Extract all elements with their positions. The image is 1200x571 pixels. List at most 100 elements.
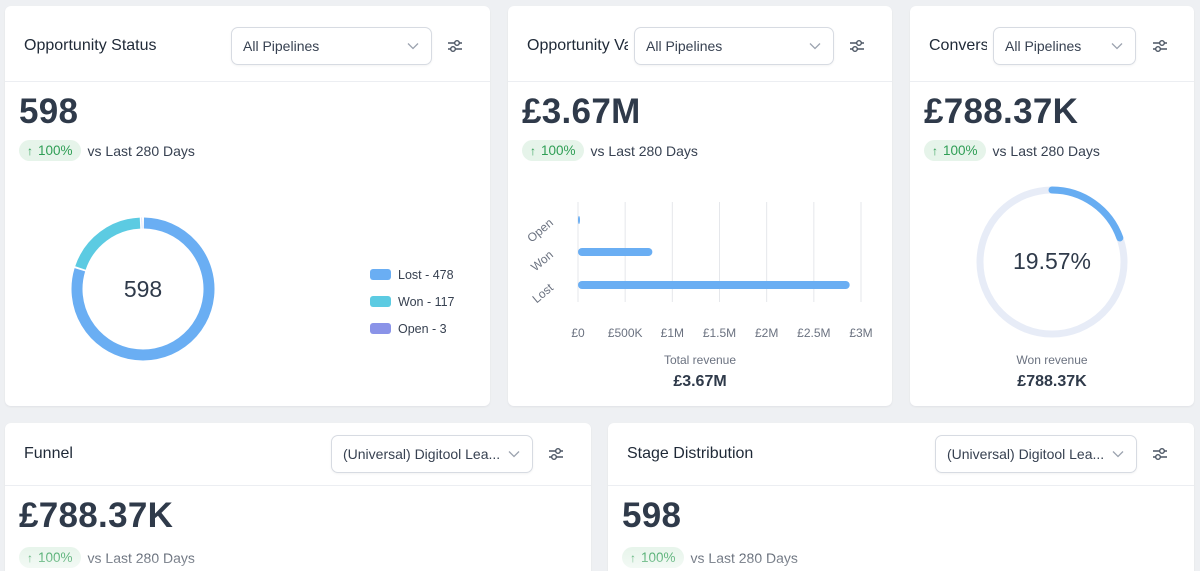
pipeline-select-value: All Pipelines bbox=[1005, 38, 1082, 54]
donut-legend: Lost - 478 Won - 117 Open - 3 bbox=[370, 261, 455, 342]
card-title: Conversion bbox=[929, 37, 987, 54]
change-badge: ↑ 100% bbox=[522, 140, 584, 161]
card-header: Opportunity Value All Pipelines bbox=[508, 6, 892, 82]
pipeline-select-value: (Universal) Digitool Lea... bbox=[947, 446, 1105, 462]
card-header: Opportunity Status All Pipelines bbox=[5, 6, 490, 82]
bar-lost[interactable] bbox=[578, 281, 850, 289]
chevron-down-icon bbox=[1106, 450, 1130, 458]
arrow-up-icon: ↑ bbox=[27, 143, 33, 158]
x-tick-label: £1M bbox=[661, 326, 684, 340]
kpi-value: 598 bbox=[19, 92, 79, 131]
comparison-period: vs Last 280 Days bbox=[87, 549, 195, 566]
legend-label: Won - 117 bbox=[398, 294, 455, 309]
chart-total: £3.67M bbox=[673, 373, 727, 390]
comparison-period: vs Last 280 Days bbox=[992, 142, 1100, 159]
filter-settings-icon[interactable] bbox=[846, 35, 868, 57]
change-value: 100% bbox=[943, 143, 978, 158]
arrow-up-icon: ↑ bbox=[27, 550, 33, 565]
y-tick-label: Open bbox=[524, 216, 555, 246]
pipeline-select[interactable]: (Universal) Digitool Lea... bbox=[331, 435, 533, 473]
kpi-value: £3.67M bbox=[522, 92, 641, 131]
x-tick-label: £1.5M bbox=[703, 326, 736, 340]
legend-swatch-open bbox=[370, 323, 391, 334]
change-badge: ↑ 100% bbox=[622, 547, 684, 568]
comparison-row: ↑ 100% vs Last 280 Days bbox=[622, 547, 798, 568]
comparison-row: ↑ 100% vs Last 280 Days bbox=[19, 140, 195, 161]
change-value: 100% bbox=[38, 143, 73, 158]
change-badge: ↑ 100% bbox=[924, 140, 986, 161]
gauge-value-arc bbox=[1048, 186, 1124, 242]
comparison-period: vs Last 280 Days bbox=[590, 142, 698, 159]
arrow-up-icon: ↑ bbox=[530, 143, 536, 158]
card-header: Conversion All Pipelines bbox=[910, 6, 1194, 82]
legend-swatch-won bbox=[370, 296, 391, 307]
comparison-row: ↑ 100% vs Last 280 Days bbox=[924, 140, 1100, 161]
legend-item-open: Open - 3 bbox=[370, 315, 455, 342]
card-title: Funnel bbox=[24, 445, 73, 462]
x-tick-label: £2.5M bbox=[797, 326, 830, 340]
x-tick-label: £0 bbox=[571, 326, 585, 340]
pipeline-select-value: All Pipelines bbox=[243, 38, 320, 54]
chart-total: £788.37K bbox=[1017, 373, 1087, 390]
donut-slice-won[interactable] bbox=[75, 217, 141, 270]
kpi-value: £788.37K bbox=[924, 92, 1079, 131]
bar-open[interactable] bbox=[578, 216, 580, 224]
status-donut-chart bbox=[71, 217, 215, 361]
y-tick-label: Won bbox=[528, 248, 556, 274]
change-value: 100% bbox=[541, 143, 576, 158]
kpi-value: 598 bbox=[622, 496, 682, 535]
pipeline-select[interactable]: All Pipelines bbox=[634, 27, 834, 65]
change-badge: ↑ 100% bbox=[19, 547, 81, 568]
x-tick-label: £2M bbox=[755, 326, 778, 340]
legend-swatch-lost bbox=[370, 269, 391, 280]
opportunity-status-card: Opportunity Status All Pipelines 598 ↑ 10… bbox=[5, 6, 490, 406]
comparison-period: vs Last 280 Days bbox=[87, 142, 195, 159]
arrow-up-icon: ↑ bbox=[932, 143, 938, 158]
gauge-center-value: 19.57% bbox=[1012, 248, 1091, 274]
chevron-down-icon bbox=[401, 42, 425, 50]
chart-caption: Won revenue bbox=[1016, 353, 1088, 367]
arrow-up-icon: ↑ bbox=[630, 550, 636, 565]
legend-item-lost: Lost - 478 bbox=[370, 261, 455, 288]
chart-caption: Total revenue bbox=[663, 353, 737, 367]
y-tick-label: Lost bbox=[530, 280, 557, 306]
x-tick-label: £3M bbox=[849, 326, 872, 340]
funnel-card: Funnel (Universal) Digitool Lea... £788.… bbox=[5, 423, 591, 571]
legend-label: Lost - 478 bbox=[398, 267, 454, 282]
comparison-row: ↑ 100% vs Last 280 Days bbox=[19, 547, 195, 568]
card-title: Opportunity Status bbox=[24, 37, 157, 54]
comparison-period: vs Last 280 Days bbox=[690, 549, 798, 566]
chevron-down-icon bbox=[803, 42, 827, 50]
legend-label: Open - 3 bbox=[398, 321, 447, 336]
x-tick-label: £500K bbox=[608, 326, 643, 340]
filter-settings-icon[interactable] bbox=[545, 443, 567, 465]
stage-distribution-card: Stage Distribution (Universal) Digitool … bbox=[608, 423, 1194, 571]
pipeline-select[interactable]: All Pipelines bbox=[231, 27, 432, 65]
bar-won[interactable] bbox=[578, 248, 653, 256]
pipeline-select-value: (Universal) Digitool Lea... bbox=[343, 446, 501, 462]
conversion-card: Conversion All Pipelines £788.37K ↑ 100% … bbox=[910, 6, 1194, 406]
pipeline-select[interactable]: All Pipelines bbox=[993, 27, 1136, 65]
chevron-down-icon bbox=[1105, 42, 1129, 50]
opportunity-value-card: Opportunity Value All Pipelines £3.67M ↑… bbox=[508, 6, 892, 406]
card-header: Funnel (Universal) Digitool Lea... bbox=[5, 423, 591, 486]
card-title: Stage Distribution bbox=[627, 445, 754, 462]
filter-settings-icon[interactable] bbox=[1149, 35, 1171, 57]
change-badge: ↑ 100% bbox=[19, 140, 81, 161]
change-value: 100% bbox=[38, 550, 73, 565]
pipeline-select-value: All Pipelines bbox=[646, 38, 723, 54]
conversion-gauge bbox=[976, 186, 1128, 338]
card-title: Opportunity Value bbox=[527, 37, 628, 54]
comparison-row: ↑ 100% vs Last 280 Days bbox=[522, 140, 698, 161]
chevron-down-icon bbox=[502, 450, 526, 458]
card-header: Stage Distribution (Universal) Digitool … bbox=[608, 423, 1194, 486]
legend-item-won: Won - 117 bbox=[370, 288, 455, 315]
donut-slice-lost[interactable] bbox=[71, 217, 215, 361]
change-value: 100% bbox=[641, 550, 676, 565]
filter-settings-icon[interactable] bbox=[1149, 443, 1171, 465]
filter-settings-icon[interactable] bbox=[444, 35, 466, 57]
donut-center-value: 598 bbox=[123, 276, 163, 302]
pipeline-select[interactable]: (Universal) Digitool Lea... bbox=[935, 435, 1137, 473]
kpi-value: £788.37K bbox=[19, 496, 174, 535]
